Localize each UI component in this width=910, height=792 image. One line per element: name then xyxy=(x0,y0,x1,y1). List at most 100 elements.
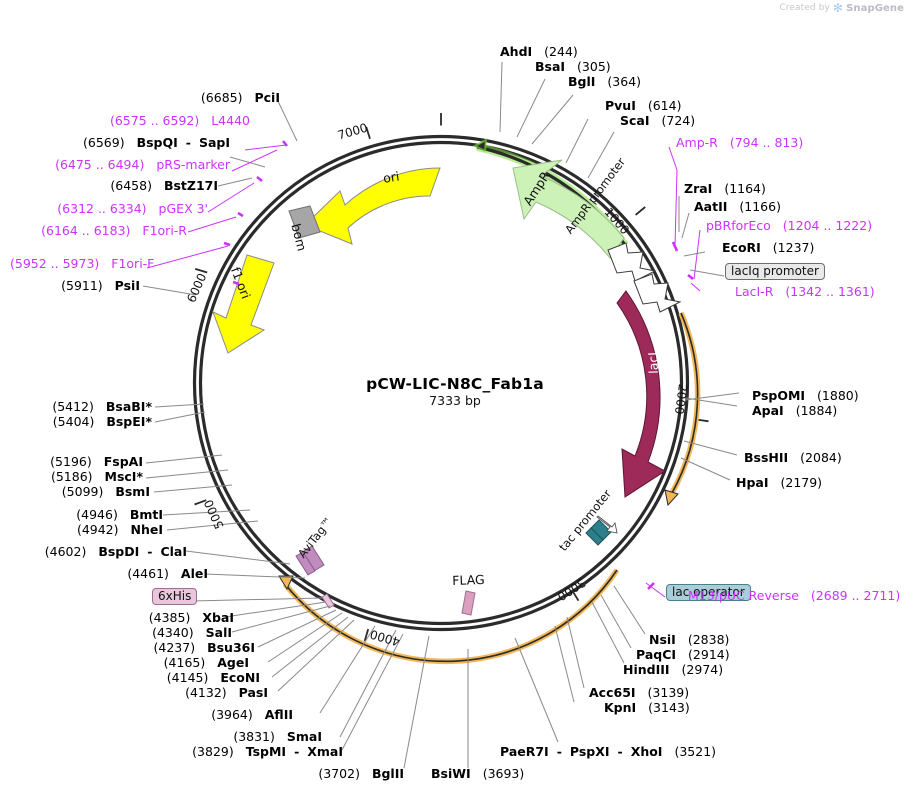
enzyme-position: (3693) xyxy=(482,766,525,781)
enzyme-name: Bsu36I xyxy=(207,640,255,655)
feature-name: LacI-R xyxy=(735,284,774,299)
enzyme-name: BssHII xyxy=(744,450,789,465)
sixhis-feature-marker xyxy=(321,593,335,609)
feature-range: (6164 .. 6183) xyxy=(41,223,131,238)
enzyme-name: MscI* xyxy=(104,469,143,484)
enzyme-separator: - xyxy=(294,744,300,759)
enzyme-name: AgeI xyxy=(217,655,249,670)
enzyme-separator: - xyxy=(556,744,562,759)
enzyme-label-kpnI: KpnI (3143) xyxy=(604,701,690,714)
enzyme-position: (1237) xyxy=(772,240,815,255)
enzyme-label-pciI: (6685) PciI xyxy=(160,91,280,104)
enzyme-label-bsaI: BsaI (305) xyxy=(535,60,611,73)
enzyme-name: NsiI xyxy=(649,632,676,647)
lacI-feature-label: lacI xyxy=(645,351,661,374)
enzyme-name: HpaI xyxy=(736,475,769,490)
enzyme-label-aflII: (3964) AflII xyxy=(180,708,293,721)
ampR-promoter-arrow xyxy=(607,242,682,313)
enzyme-label-econI: (4145) EcoNI xyxy=(140,671,260,684)
lac-operator-label: lac operator xyxy=(666,584,751,601)
enzyme-position: (1166) xyxy=(739,199,781,214)
enzyme-label-bsu36I: (4237) Bsu36I xyxy=(118,641,255,654)
enzyme-label-bstZ17I: (6458) BstZ17I xyxy=(60,179,218,192)
enzyme-name: BstZ17I xyxy=(163,178,218,193)
enzyme-position: (305) xyxy=(577,59,611,74)
bom-feature-box xyxy=(288,205,321,239)
enzyme-name: EcoRI xyxy=(722,240,761,255)
enzyme-name: BspEI* xyxy=(106,414,152,429)
enzyme-name-2: SapI xyxy=(198,135,230,150)
enzyme-position: (724) xyxy=(661,113,696,128)
feature-range: (1342 .. 1361) xyxy=(785,284,875,299)
enzyme-name: BsaI xyxy=(535,59,566,74)
enzyme-label-pvuI: PvuI (614) xyxy=(605,99,681,112)
enzyme-name: PasI xyxy=(238,685,268,700)
enzyme-name: AleI xyxy=(180,566,208,581)
enzyme-position: (2914) xyxy=(688,647,730,662)
enzyme-label-nsiI: NsiI (2838) xyxy=(649,633,729,646)
snapgene-leaf-icon: ✻ xyxy=(832,1,844,15)
enzyme-position: (364) xyxy=(607,74,642,89)
tac-promoter-feature xyxy=(585,515,618,546)
feature-range: (6312 .. 6334) xyxy=(57,201,147,216)
enzyme-position: (4385) xyxy=(148,610,191,625)
feature-name: L4440 xyxy=(211,113,250,128)
enzyme-name: BsmI xyxy=(115,484,150,499)
enzyme-position: (1880) xyxy=(817,388,859,403)
feature-label-lacI-r: LacI-R (1342 .. 1361) xyxy=(735,285,875,298)
enzyme-name: PciI xyxy=(254,90,280,105)
enzyme-label-hindIII: HindIII (2974) xyxy=(623,663,723,676)
enzyme-position: (4602) xyxy=(44,544,87,559)
enzyme-label-paqcI: PaqCI (2914) xyxy=(636,648,730,661)
enzyme-label-mscI: (5186) MscI* xyxy=(18,470,143,483)
enzyme-name: SalI xyxy=(205,625,232,640)
feature-label-pbrforeco: pBRforEco (1204 .. 1222) xyxy=(706,219,872,232)
plasmid-name: pCW-LIC-N8C_Fab1a xyxy=(366,375,544,393)
feature-range: (1204 .. 1222) xyxy=(782,218,873,233)
enzyme-position: (3829) xyxy=(192,744,234,759)
enzyme-position: (5404) xyxy=(52,414,95,429)
enzyme-label-hpaI: HpaI (2179) xyxy=(736,476,822,489)
enzyme-label-smaI: (3831) SmaI xyxy=(200,730,322,743)
orf-orange-arc-upper xyxy=(664,311,701,507)
enzyme-label-apaI: ApaI (1884) xyxy=(752,404,837,417)
enzyme-label-zraI: ZraI (1164) xyxy=(684,182,766,195)
enzyme-name: AhdI xyxy=(500,44,533,59)
enzyme-position: (2974) xyxy=(681,662,724,677)
enzyme-name: PspOMI xyxy=(752,388,806,403)
lacI-feature-arrow xyxy=(616,290,666,498)
enzyme-label-bglI: BglI (364) xyxy=(568,75,641,88)
enzyme-label-pspOMI: PspOMI (1880) xyxy=(752,389,859,402)
enzyme-label-bsmI: (5099) BsmI xyxy=(25,485,150,498)
6xhis-label: 6xHis xyxy=(152,588,198,605)
feature-label-l4440: (6575 .. 6592) L4440 xyxy=(95,114,250,127)
enzyme-label-scaI: ScaI (724) xyxy=(620,114,695,127)
flag-feature-label: FLAG xyxy=(452,571,485,588)
enzyme-name: BspQI xyxy=(136,135,178,150)
enzyme-position: (5186) xyxy=(50,469,93,484)
enzyme-position: (4461) xyxy=(127,566,169,581)
enzyme-name: ApaI xyxy=(752,403,784,418)
ori-feature-arrow xyxy=(304,167,441,245)
enzyme-name: XbaI xyxy=(202,610,234,625)
enzyme-position: (3831) xyxy=(233,729,275,744)
enzyme-name: Acc65I xyxy=(589,685,636,700)
feature-name: pRS-marker xyxy=(156,157,230,172)
enzyme-name-2: XmaI xyxy=(307,744,343,759)
enzyme-position: (614) xyxy=(647,98,682,113)
feature-range: (6475 .. 6494) xyxy=(55,157,145,172)
flag-feature-box xyxy=(461,590,476,616)
feature-range: (794 .. 813) xyxy=(729,135,804,150)
enzyme-position: (6569) xyxy=(83,135,125,150)
orf-orange-arc-lower xyxy=(278,568,620,665)
feature-name: F1ori-F xyxy=(111,256,155,271)
enzyme-name: NheI xyxy=(130,522,164,537)
enzyme-label-bglII: (3702) BglII xyxy=(304,767,404,780)
feature-label-amp-r: Amp-R (794 .. 813) xyxy=(676,136,803,149)
feature-range: (2689 .. 2711) xyxy=(810,588,901,603)
enzyme-position: (4145) xyxy=(166,670,209,685)
enzyme-name: FspAI xyxy=(103,454,143,469)
enzyme-position: (3702) xyxy=(318,766,360,781)
enzyme-position: (4165) xyxy=(163,655,206,670)
